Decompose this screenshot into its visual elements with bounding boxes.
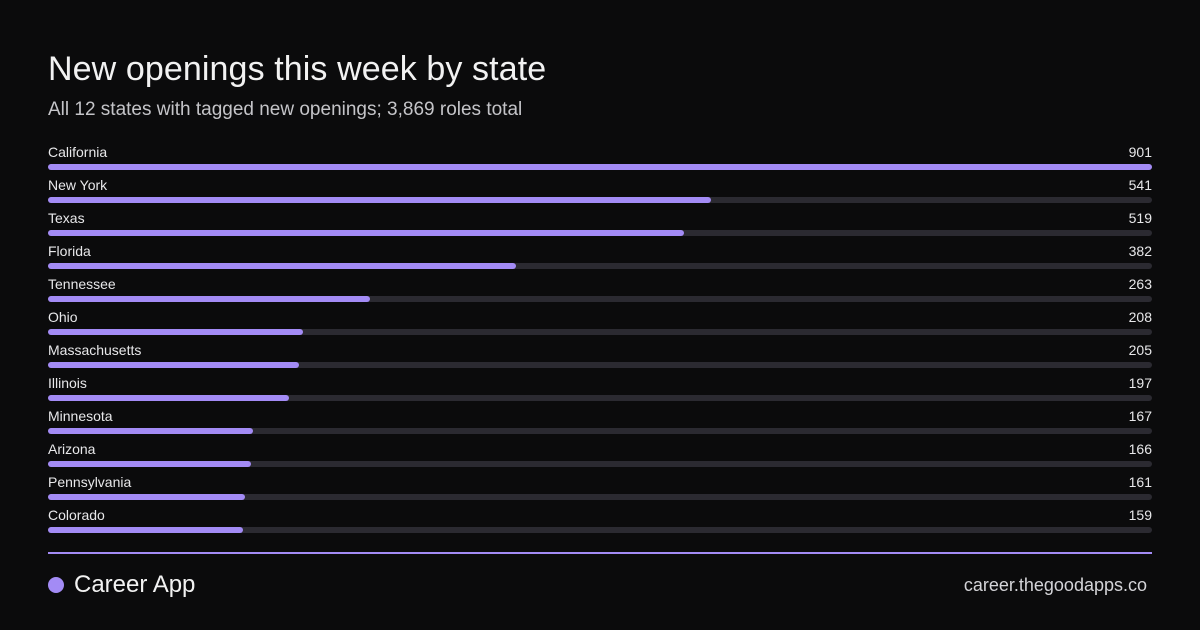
bar-value-label: 901 (1128, 144, 1152, 160)
bar-row: California 901 (48, 144, 1152, 177)
bar-row: Colorado 159 (48, 507, 1152, 540)
bar-row: Florida 382 (48, 243, 1152, 276)
bar-label: Colorado (48, 507, 105, 523)
bar-row: Pennsylvania 161 (48, 474, 1152, 507)
bar-value-label: 167 (1128, 408, 1152, 424)
bar-row: Arizona 166 (48, 441, 1152, 474)
bar-value-label: 208 (1128, 309, 1152, 325)
bar-value-label: 161 (1128, 474, 1152, 490)
bar-label: Tennessee (48, 276, 116, 292)
bar-label: Massachusetts (48, 342, 142, 358)
bar-track (48, 329, 1152, 335)
brand: Career App (48, 571, 195, 599)
bar-label: Illinois (48, 375, 87, 391)
bar (48, 197, 711, 203)
brand-name: Career App (74, 571, 196, 598)
bar (48, 428, 253, 434)
site-url: career.thegoodapps.co (963, 575, 1147, 595)
bar-label: Arizona (48, 441, 96, 457)
bar (48, 527, 243, 533)
bar-value-label: 519 (1128, 210, 1152, 226)
bar (48, 461, 252, 467)
bar-value-label: 197 (1128, 375, 1152, 391)
bar (48, 164, 1152, 170)
bar-value-label: 382 (1128, 243, 1152, 259)
bar-value-label: 205 (1128, 342, 1152, 358)
bar-value-label: 263 (1128, 276, 1152, 292)
bar (48, 230, 684, 236)
bar-row: Tennessee 263 (48, 276, 1152, 309)
chart-subtitle: All 12 states with tagged new openings; … (48, 99, 523, 120)
bar-track (48, 296, 1152, 302)
bar (48, 263, 517, 269)
bar-label: Pennsylvania (48, 474, 132, 490)
bar-row: Minnesota 167 (48, 408, 1152, 441)
bar-row: New York 541 (48, 177, 1152, 210)
bar-track (48, 428, 1152, 434)
bar (48, 494, 246, 500)
chart-title: New openings this week by state (48, 50, 547, 88)
bar-label: California (48, 144, 108, 160)
bar-track (48, 362, 1152, 368)
bar (48, 395, 290, 401)
bar-track (48, 197, 1152, 203)
bar-row: Massachusetts 205 (48, 342, 1152, 375)
bar-label: Minnesota (48, 408, 113, 424)
bar-row: Illinois 197 (48, 375, 1152, 408)
bar-label: Texas (48, 210, 85, 226)
bar-track (48, 164, 1152, 170)
bar-label: New York (48, 177, 108, 193)
bar-label: Florida (48, 243, 91, 259)
bar-value-label: 541 (1128, 177, 1152, 193)
footer-divider (48, 552, 1152, 554)
bar (48, 329, 303, 335)
bar (48, 362, 300, 368)
bar-value-label: 166 (1128, 441, 1152, 457)
bar-row: Ohio 208 (48, 309, 1152, 342)
bar-label: Ohio (48, 309, 78, 325)
bar-track (48, 494, 1152, 500)
bar-row: Texas 519 (48, 210, 1152, 243)
bar-value-label: 159 (1128, 507, 1152, 523)
brand-dot-icon (48, 577, 64, 593)
bar-track (48, 527, 1152, 533)
bar (48, 296, 371, 302)
bar-track (48, 230, 1152, 236)
bar-track (48, 263, 1152, 269)
bar-track (48, 461, 1152, 467)
bar-chart: California 901 New York 541 Texas 519 Florida 3… (48, 144, 1152, 540)
bar-track (48, 395, 1152, 401)
